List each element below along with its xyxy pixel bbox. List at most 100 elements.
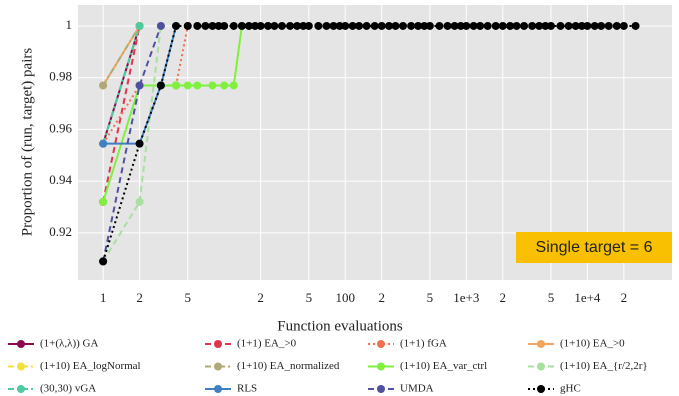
legend-label: (1+1) EA_>0: [237, 338, 297, 350]
data-point: [528, 21, 537, 30]
legend-label: (1+1) fGA: [400, 338, 447, 350]
data-point: [135, 197, 144, 206]
data-point: [612, 21, 621, 30]
x-tick-label: 1e+4: [574, 290, 601, 305]
x-tick-label: 2: [257, 290, 264, 305]
x-tick-label: 2: [621, 290, 628, 305]
legend-marker: [537, 385, 545, 393]
data-point: [193, 21, 202, 30]
data-point: [577, 21, 586, 30]
data-point: [156, 21, 165, 30]
data-point: [571, 21, 580, 30]
series-line: [102, 25, 162, 262]
x-tick-label: 5: [427, 290, 434, 305]
y-axis-label: Proportion of (run, target) pairs: [19, 48, 35, 237]
x-tick-label: 5: [548, 290, 555, 305]
data-point: [99, 257, 108, 266]
legend-label: (1+10) EA_>0: [560, 338, 625, 350]
data-point: [237, 21, 246, 30]
data-point: [420, 21, 429, 30]
data-point: [385, 21, 394, 30]
y-tick-label: 0.96: [49, 120, 72, 135]
data-point: [263, 21, 272, 30]
data-point: [491, 21, 500, 30]
data-point: [512, 21, 521, 30]
data-point: [229, 21, 238, 30]
data-point: [377, 21, 386, 30]
legend-label: RLS: [237, 383, 257, 395]
data-point: [183, 21, 192, 30]
legend-marker: [214, 385, 222, 393]
data-point: [399, 21, 408, 30]
data-point: [443, 21, 452, 30]
data-point: [483, 21, 492, 30]
data-point: [348, 21, 357, 30]
data-point: [469, 21, 478, 30]
data-point: [201, 21, 210, 30]
legend-marker: [377, 340, 385, 348]
data-point: [506, 21, 515, 30]
data-point: [286, 21, 295, 30]
data-point: [135, 139, 144, 148]
data-point: [299, 21, 308, 30]
legend-label: (30,30) vGA: [40, 383, 96, 395]
data-point: [244, 21, 253, 30]
data-point: [425, 21, 434, 30]
series-line: [102, 25, 141, 144]
data-point: [229, 81, 238, 90]
x-tick-label: 5: [185, 290, 192, 305]
data-point: [329, 21, 338, 30]
data-point: [391, 21, 400, 30]
y-tick-label: 0.98: [49, 69, 72, 84]
data-point: [556, 21, 565, 30]
data-point: [156, 81, 165, 90]
legend-label: (1+10) EA_var_ctrl: [400, 360, 487, 372]
data-point: [172, 21, 181, 30]
x-tick-label: 100: [336, 290, 356, 305]
data-point: [335, 21, 344, 30]
x-tick-label: 5: [306, 290, 313, 305]
data-point: [277, 21, 286, 30]
data-point: [362, 21, 371, 30]
data-point: [183, 81, 192, 90]
data-point: [256, 21, 265, 30]
data-point: [99, 81, 108, 90]
data-point: [270, 21, 279, 30]
legend-label: (1+10) EA_normalized: [237, 360, 340, 372]
x-axis-label: Function evaluations: [277, 318, 403, 334]
data-point: [462, 21, 471, 30]
legend-label: (1+(λ,λ)) GA: [40, 338, 98, 350]
legend-marker: [214, 340, 222, 348]
data-point: [314, 21, 323, 30]
series-line: [102, 25, 243, 203]
legend-marker: [537, 362, 545, 371]
legend-marker: [377, 385, 385, 393]
data-point: [520, 21, 529, 30]
data-point: [208, 81, 217, 90]
data-point: [435, 21, 444, 30]
data-point: [619, 21, 628, 30]
legend-marker: [17, 340, 25, 348]
data-point: [172, 81, 181, 90]
data-point: [251, 21, 260, 30]
data-point: [546, 21, 555, 30]
y-tick-label: 0.92: [49, 224, 72, 239]
legend-marker: [214, 362, 222, 371]
data-point: [456, 21, 465, 30]
data-point: [407, 21, 416, 30]
data-point: [450, 21, 459, 30]
data-point: [135, 81, 144, 90]
legend-label: UMDA: [400, 383, 434, 395]
data-point: [214, 21, 223, 30]
data-point: [414, 21, 423, 30]
x-tick-label: 2: [500, 290, 507, 305]
data-point: [135, 21, 144, 30]
legend-marker: [17, 385, 25, 393]
data-point: [535, 21, 544, 30]
data-point: [293, 21, 302, 30]
data-point: [322, 21, 331, 30]
data-point: [193, 81, 202, 90]
data-point: [590, 21, 599, 30]
data-point: [631, 21, 640, 30]
